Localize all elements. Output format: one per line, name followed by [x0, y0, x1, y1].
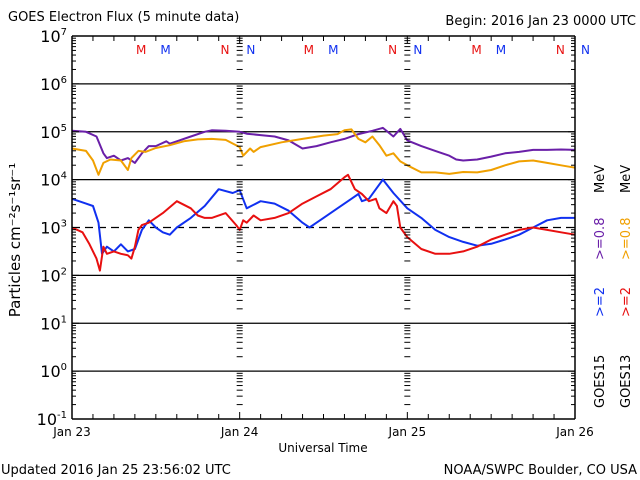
y-tick-label: 106 [40, 75, 67, 94]
satellite-mode-marker: N [246, 43, 255, 57]
legend-goes15-sat: GOES15 [593, 355, 608, 408]
series-line [71, 173, 576, 272]
satellite-mode-marker: N [388, 43, 397, 57]
axis-ticks [71, 35, 576, 420]
series-line [71, 128, 576, 176]
satellite-mode-marker: M [471, 43, 481, 57]
legend: GOES15 >=2 >=0.8 MeV GOES13 >=2 >=0.8 Me… [593, 165, 634, 408]
series-line [71, 178, 575, 255]
gridlines [72, 83, 575, 372]
y-tick-label: 107 [40, 27, 67, 46]
satellite-mode-marker: M [304, 43, 314, 57]
satellite-mode-marker: N [556, 43, 565, 57]
x-tick-label: Jan 23 [52, 425, 91, 439]
legend-goes13-sat: GOES13 [619, 355, 634, 408]
begin-time: Begin: 2016 Jan 23 0000 UTC [445, 14, 636, 29]
y-tick-label: 103 [40, 219, 67, 238]
satellite-mode-marker: M [496, 43, 506, 57]
legend-goes15-ge2: >=2 [593, 287, 608, 317]
x-tick-labels: Jan 23 Jan 24 Jan 25 Jan 26 [52, 425, 594, 439]
y-tick-label: 10-1 [37, 410, 67, 429]
satellite-mode-marker: M [328, 43, 338, 57]
updated-timestamp: Updated 2016 Jan 25 23:56:02 UTC [1, 463, 231, 478]
series-line [71, 126, 576, 164]
satellite-mode-marker: N [581, 43, 590, 57]
credit: NOAA/SWPC Boulder, CO USA [444, 463, 637, 478]
satellite-mode-marker: M [160, 43, 170, 57]
x-tick-label: Jan 26 [555, 425, 594, 439]
satellite-mode-marker: N [221, 43, 230, 57]
legend-goes15-ge08: >=0.8 [593, 218, 608, 260]
legend-goes13-ge2: >=2 [619, 287, 634, 317]
legend-goes13-unit: MeV [619, 165, 634, 193]
y-tick-label: 104 [40, 171, 67, 190]
chart-title: GOES Electron Flux (5 minute data) [8, 10, 239, 25]
y-tick-label: 105 [40, 123, 67, 142]
legend-goes13-ge08: >=0.8 [619, 218, 634, 260]
satellite-mode-marker: M [136, 43, 146, 57]
y-tick-label: 102 [40, 266, 67, 285]
y-tick-label: 101 [40, 314, 67, 333]
series-group [71, 126, 576, 272]
x-axis-label: Universal Time [278, 441, 367, 455]
y-tick-labels: 107 106 105 104 103 102 101 100 10-1 [37, 27, 67, 429]
x-tick-label: Jan 25 [388, 425, 427, 439]
x-tick-label: Jan 24 [220, 425, 259, 439]
satellite-mode-marker: N [413, 43, 422, 57]
legend-goes15-unit: MeV [593, 165, 608, 193]
y-tick-label: 100 [40, 362, 67, 381]
y-axis-label: Particles cm⁻²s⁻¹sr⁻¹ [6, 163, 24, 317]
